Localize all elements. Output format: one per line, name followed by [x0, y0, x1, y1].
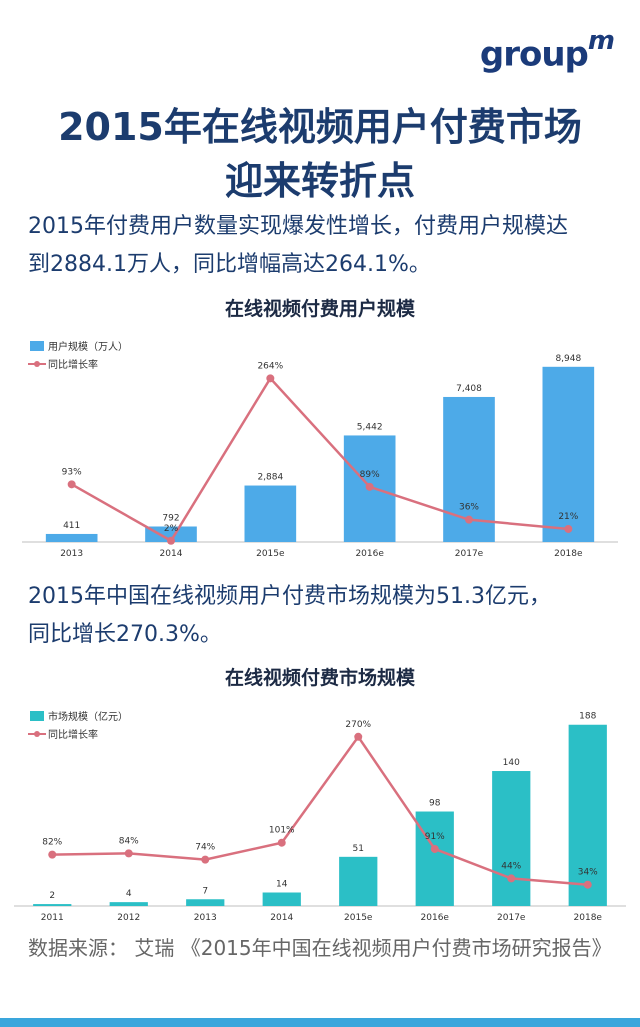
- bar-value-label: 4: [126, 889, 132, 899]
- bar-value-label: 140: [503, 758, 520, 768]
- bar: [186, 899, 225, 906]
- bar: [339, 856, 378, 906]
- groupm-logo: groupm: [479, 26, 615, 75]
- growth-rate-line: [52, 734, 588, 886]
- growth-rate-point: [430, 844, 439, 853]
- growth-rate-label: 82%: [42, 838, 62, 848]
- intro-paragraph-1: 2015年付费用户数量实现爆发性增长，付费用户规模达 到2884.1万人，同比增…: [28, 208, 628, 284]
- title-line-2: 迎来转折点: [224, 159, 415, 203]
- bar: [262, 892, 301, 906]
- chart-paid-users: 411 2013 792 2014 2,884 2015e 5,442 2016e 7,408 2…: [22, 340, 618, 559]
- growth-rate-point: [266, 374, 275, 383]
- growth-rate-point: [564, 524, 573, 533]
- bar-value-label: 2,884: [257, 473, 283, 483]
- source-note: 数据来源： 艾瑞 《2015年中国在线视频用户付费市场研究报告》: [28, 936, 612, 960]
- x-tick-label: 2013: [194, 913, 217, 923]
- bar: [109, 902, 148, 906]
- bar: [45, 533, 98, 542]
- bar: [244, 485, 297, 542]
- x-tick-label: 2013: [60, 549, 83, 559]
- x-tick-label: 2012: [117, 913, 140, 923]
- legend-bar-swatch: [30, 711, 44, 721]
- growth-rate-label: 270%: [345, 720, 371, 730]
- x-tick-label: 2016e: [421, 913, 450, 923]
- x-tick-label: 2015e: [344, 913, 373, 923]
- growth-rate-label: 34%: [578, 868, 598, 878]
- bottom-bar: [0, 1018, 640, 1027]
- growth-rate-label: 264%: [257, 361, 283, 371]
- bar-value-label: 2: [49, 891, 55, 901]
- growth-rate-label: 101%: [269, 826, 295, 836]
- legend-line-label: 同比增长率: [48, 358, 98, 371]
- bar: [492, 771, 531, 906]
- bar-value-label: 792: [162, 513, 179, 523]
- bar: [415, 811, 454, 906]
- growth-rate-label: 44%: [501, 861, 521, 871]
- bar-value-label: 51: [353, 844, 364, 854]
- growth-rate-point: [167, 536, 175, 545]
- bar: [33, 904, 72, 906]
- legend-bar-label: 市场规模（亿元）: [48, 710, 128, 723]
- bar-value-label: 7,408: [456, 384, 482, 394]
- chart1-title: 在线视频付费用户规模: [224, 298, 415, 320]
- bar: [145, 526, 197, 542]
- bar-value-label: 14: [276, 880, 288, 890]
- growth-rate-label: 21%: [558, 512, 578, 522]
- x-tick-label: 2011: [41, 913, 64, 923]
- bar-value-label: 188: [579, 712, 596, 722]
- x-tick-label: 2016e: [355, 549, 384, 559]
- chart2-title: 在线视频付费市场规模: [224, 667, 415, 689]
- bar-value-label: 98: [429, 799, 441, 809]
- x-tick-label: 2014: [160, 549, 183, 559]
- growth-rate-point: [48, 850, 57, 859]
- bar: [568, 724, 607, 906]
- para1-line-1: 2015年付费用户数量实现爆发性增长，付费用户规模达: [28, 214, 568, 239]
- x-tick-label: 2017e: [497, 913, 526, 923]
- x-tick-label: 2014: [270, 913, 293, 923]
- growth-rate-label: 36%: [459, 503, 479, 513]
- legend-line-label: 同比增长率: [48, 728, 98, 741]
- growth-rate-point: [507, 874, 516, 883]
- x-tick-label: 2018e: [574, 913, 603, 923]
- bar-value-label: 7: [202, 886, 208, 896]
- growth-rate-label: 74%: [195, 843, 215, 853]
- para1-line-2: 到2884.1万人，同比增幅高达264.1%。: [28, 252, 431, 277]
- para2-line-2: 同比增长270.3%。: [28, 622, 222, 647]
- growth-rate-point: [124, 849, 133, 858]
- x-tick-label: 2018e: [554, 549, 583, 559]
- growth-rate-point: [67, 480, 76, 489]
- intro-paragraph-2: 2015年中国在线视频用户付费市场规模为51.3亿元， 同比增长270.3%。: [28, 578, 628, 654]
- legend-line-marker: [34, 361, 40, 367]
- bar-value-label: 5,442: [357, 422, 383, 432]
- logo-mark: m: [587, 26, 615, 56]
- growth-rate-point: [365, 482, 374, 491]
- growth-rate-label: 89%: [360, 470, 380, 480]
- x-tick-label: 2017e: [455, 549, 484, 559]
- growth-rate-label: 93%: [62, 467, 82, 477]
- chart-market-size: 2 2011 4 2012 7 2013 14 2014 51 2015e 98 2016e 140 20…: [14, 710, 626, 923]
- legend-line-marker: [34, 731, 40, 737]
- legend-bar-label: 用户规模（万人）: [48, 340, 128, 353]
- page-title: 2015年在线视频用户付费市场 迎来转折点: [0, 100, 640, 208]
- legend-bar-swatch: [30, 341, 44, 351]
- growth-rate-line: [71, 376, 569, 543]
- growth-rate-point: [465, 515, 473, 524]
- bar-value-label: 411: [63, 521, 80, 531]
- para2-line-1: 2015年中国在线视频用户付费市场规模为51.3亿元，: [28, 584, 551, 609]
- growth-rate-label: 91%: [425, 832, 445, 842]
- growth-rate-label: 2%: [164, 524, 179, 534]
- growth-rate-point: [583, 880, 592, 889]
- x-tick-label: 2015e: [256, 549, 285, 559]
- growth-rate-label: 84%: [119, 836, 139, 846]
- growth-rate-point: [201, 855, 210, 864]
- title-line-1: 2015年在线视频用户付费市场: [58, 105, 582, 149]
- growth-rate-point: [277, 838, 286, 847]
- bar-value-label: 8,948: [555, 354, 581, 364]
- growth-rate-point: [354, 732, 363, 741]
- bar: [542, 366, 595, 542]
- logo-text: group: [479, 34, 589, 75]
